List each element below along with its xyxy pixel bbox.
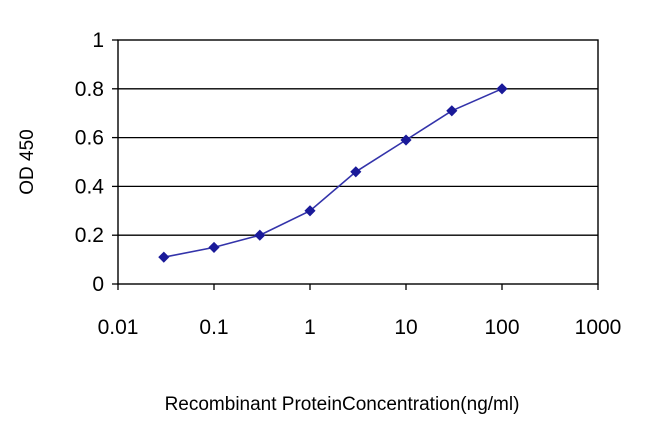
- data-point: [254, 229, 266, 241]
- data-point: [350, 166, 362, 178]
- y-tick-label: 1: [92, 29, 104, 52]
- x-tick-label: 10: [394, 316, 417, 339]
- data-point: [496, 83, 508, 95]
- x-axis-title: Recombinant ProteinConcentration(ng/ml): [165, 394, 520, 415]
- x-axis-ticks: 0.01 0.1 1 10 100 1000: [98, 284, 622, 339]
- x-tick-label: 1: [304, 316, 316, 339]
- data-point: [400, 134, 412, 146]
- data-point: [208, 241, 220, 253]
- x-tick-label: 0.1: [199, 316, 228, 339]
- data-point: [446, 105, 458, 117]
- plot-area: [117, 39, 599, 285]
- data-point: [158, 251, 170, 263]
- x-tick-label: 100: [484, 316, 519, 339]
- y-tick-label: 0.2: [75, 224, 104, 247]
- grid-lines: [118, 88, 598, 236]
- y-tick-label: 0.6: [75, 127, 104, 150]
- x-tick-label: 0.01: [98, 316, 139, 339]
- y-tick-label: 0: [92, 273, 104, 296]
- y-axis-ticks: 0 0.2 0.4 0.6 0.8 1: [75, 29, 118, 296]
- x-tick-label: 1000: [575, 316, 622, 339]
- y-tick-label: 0.4: [75, 175, 105, 198]
- y-axis-title: OD 450: [17, 129, 38, 194]
- y-tick-label: 0.8: [75, 78, 104, 101]
- series-line: [163, 88, 503, 258]
- series-layer: [158, 83, 508, 263]
- data-point: [304, 205, 316, 217]
